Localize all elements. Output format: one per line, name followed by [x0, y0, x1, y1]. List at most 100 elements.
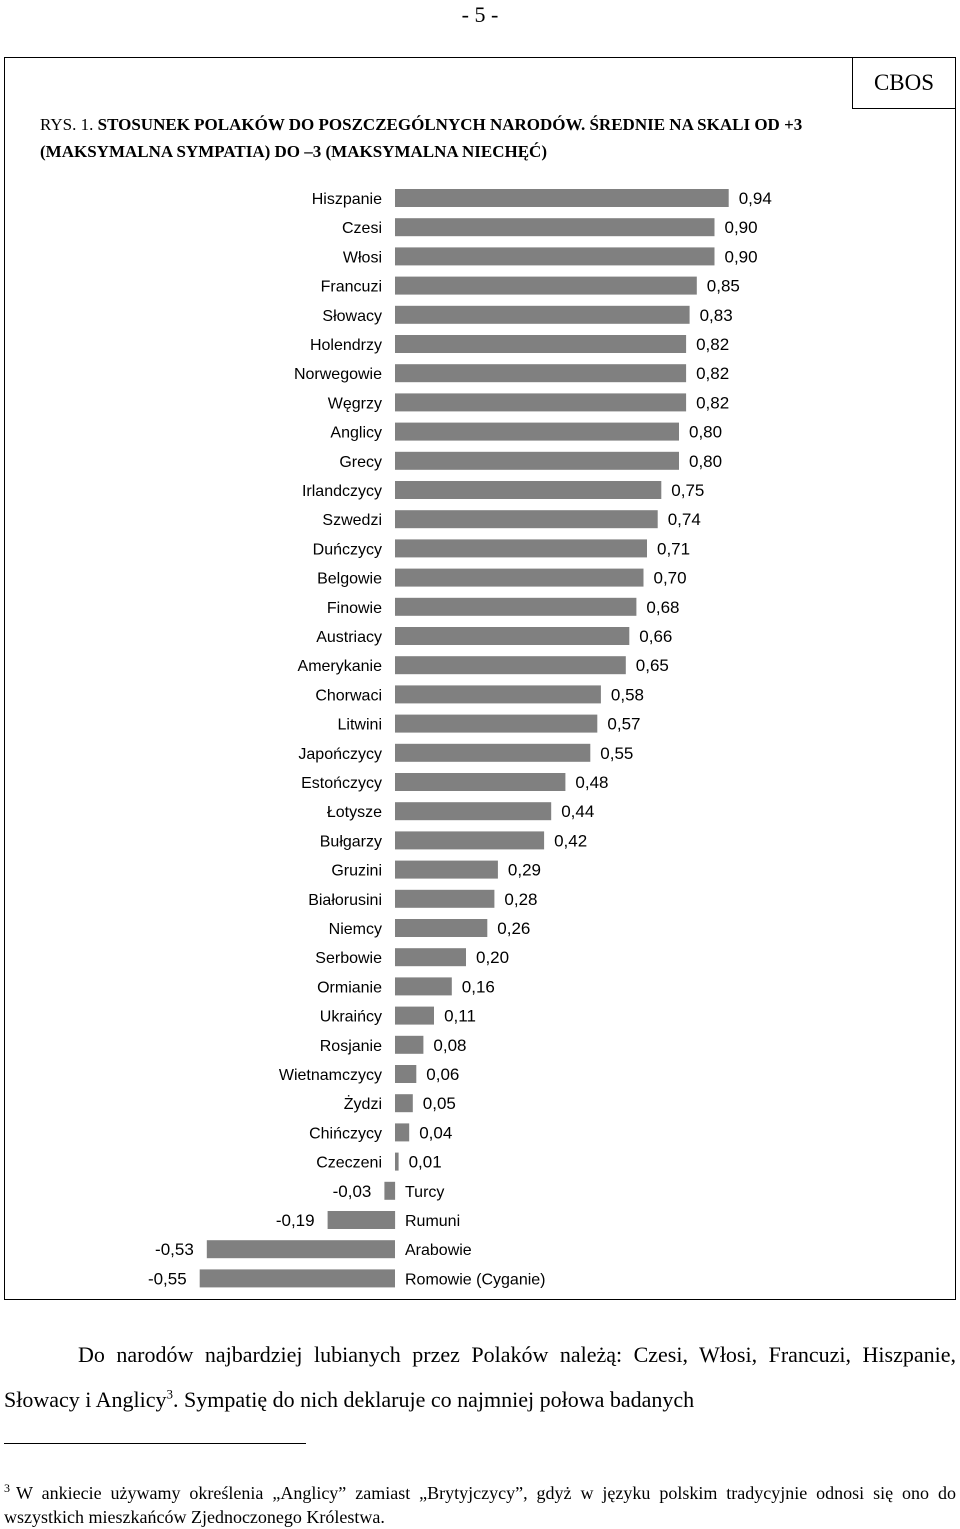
bar: [395, 335, 687, 353]
footnote-text: W ankiecie używamy określenia „Anglicy” …: [4, 1483, 956, 1527]
bar: [395, 714, 598, 733]
bar: [395, 597, 637, 616]
bar: [395, 1094, 413, 1113]
value-label: 0,94: [739, 189, 772, 208]
value-label: 0,29: [508, 861, 541, 880]
value-label: 0,74: [668, 510, 701, 529]
category-label: Austriacy: [316, 629, 382, 646]
figure-title: RYS. 1. STOSUNEK POLAKÓW DO POSZCZEGÓLNY…: [40, 111, 845, 165]
bar: [395, 539, 647, 558]
bar: [395, 305, 690, 324]
value-label: 0,90: [725, 218, 758, 237]
category-label: Norwegowie: [294, 366, 382, 383]
bar-chart: Hiszpanie 0,94 Czesi 0,90 Włosi 0,90 Francuzi 0…: [148, 189, 772, 1288]
value-label: 0,80: [689, 452, 722, 471]
bar: [395, 1065, 417, 1083]
category-label: Rosjanie: [320, 1038, 382, 1055]
value-label: 0,82: [696, 393, 729, 412]
value-label: 0,28: [504, 890, 537, 909]
category-label: Żydzi: [344, 1094, 382, 1113]
category-label: Amerykanie: [298, 658, 383, 675]
value-label: 0,11: [444, 1007, 476, 1026]
bar: [395, 685, 601, 704]
bar: [395, 627, 630, 645]
value-label: 0,80: [689, 423, 722, 442]
category-label: Czesi: [342, 220, 382, 237]
value-label: 0,08: [433, 1036, 466, 1055]
category-label: Chińczycy: [309, 1125, 382, 1142]
category-label: Arabowie: [405, 1242, 472, 1259]
category-label: Holendrzy: [310, 337, 382, 354]
value-label: 0,65: [636, 656, 669, 675]
category-label: Węgrzy: [328, 395, 382, 412]
category-label: Anglicy: [330, 425, 382, 442]
body-paragraph: Do narodów najbardziej lubianych przez P…: [4, 1332, 956, 1422]
bar: [395, 948, 466, 967]
category-label: Serbowie: [315, 950, 382, 967]
category-label: Ukraińcy: [320, 1009, 382, 1026]
category-label: Japończycy: [298, 746, 382, 763]
value-label: 0,57: [607, 715, 640, 734]
category-label: Bułgarzy: [320, 833, 382, 850]
bar: [395, 1152, 399, 1171]
bar: [395, 1035, 424, 1054]
value-label: 0,82: [696, 335, 729, 354]
bar: [395, 802, 552, 821]
bar: [327, 1211, 396, 1229]
figure-caption: STOSUNEK POLAKÓW DO POSZCZEGÓLNYCH NAROD…: [40, 115, 803, 161]
paragraph-text: Do narodów najbardziej lubianych przez P…: [4, 1342, 956, 1412]
value-label: 0,44: [561, 802, 594, 821]
bar: [395, 218, 715, 237]
category-label: Francuzi: [321, 279, 382, 296]
footnote-marker: 3: [4, 1481, 10, 1495]
value-label: 0,20: [476, 948, 509, 967]
category-label: Słowacy: [322, 308, 382, 325]
value-label: 0,82: [696, 364, 729, 383]
value-label: 0,66: [639, 627, 672, 646]
bar: [395, 831, 545, 850]
category-label: Duńczycy: [313, 541, 382, 558]
value-label: 0,83: [700, 306, 733, 325]
category-label: Niemcy: [329, 921, 382, 938]
bar: [395, 1123, 410, 1142]
value-label: 0,04: [419, 1123, 452, 1142]
bar: [199, 1269, 395, 1288]
bar: [395, 919, 488, 937]
value-label: 0,48: [575, 773, 608, 792]
value-label: 0,75: [671, 481, 704, 500]
bar: [206, 1240, 395, 1259]
category-label: Estończycy: [301, 775, 382, 792]
category-label: Czeczeni: [316, 1155, 382, 1172]
category-label: Finowie: [327, 600, 382, 617]
bar: [395, 773, 566, 791]
value-label: 0,70: [654, 569, 687, 588]
bar: [395, 189, 729, 207]
value-label: -0,19: [276, 1211, 315, 1230]
bar: [395, 860, 498, 879]
value-label: 0,05: [423, 1094, 456, 1113]
value-label: 0,55: [600, 744, 633, 763]
category-label: Chorwaci: [315, 687, 382, 704]
bar: [395, 743, 591, 762]
bar: [395, 393, 687, 412]
value-label: 0,42: [554, 831, 587, 850]
value-label: 0,01: [409, 1153, 442, 1172]
paragraph-text-continued: . Sympatię do nich deklaruje co najmniej…: [173, 1387, 695, 1412]
bar: [395, 276, 697, 295]
category-label: Grecy: [339, 454, 382, 471]
value-label: 0,06: [426, 1065, 459, 1084]
bar: [395, 977, 452, 996]
value-label: 0,85: [707, 277, 740, 296]
bar: [395, 451, 679, 470]
value-label: 0,26: [497, 919, 530, 938]
category-label: Gruzini: [331, 863, 382, 880]
value-label: 0,16: [462, 977, 495, 996]
category-label: Romowie (Cyganie): [405, 1271, 546, 1288]
category-label: Łotysze: [327, 804, 382, 821]
category-label: Szwedzi: [322, 512, 382, 529]
bar: [395, 889, 495, 908]
bar: [384, 1181, 396, 1200]
value-label: 0,68: [646, 598, 679, 617]
bar: [395, 364, 687, 383]
